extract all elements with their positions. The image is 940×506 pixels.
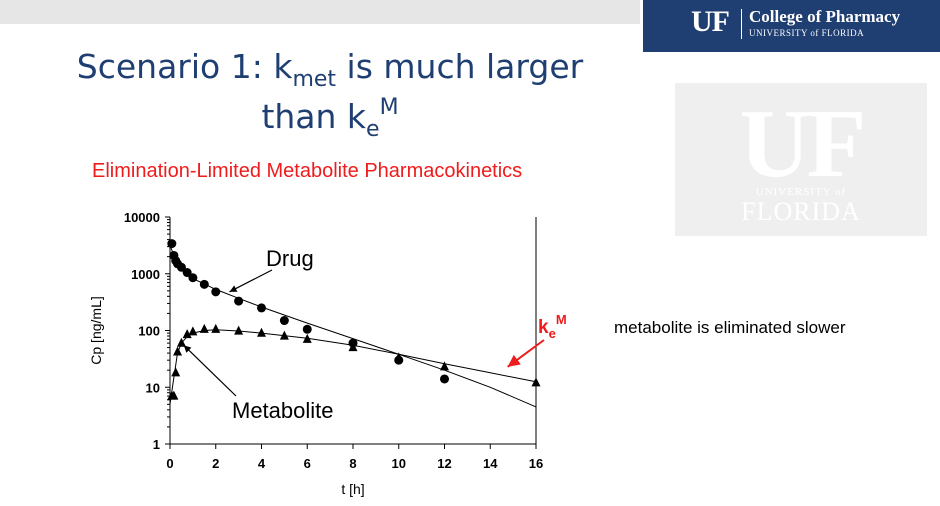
drug-point (440, 374, 449, 384)
watermark-florida: FLORIDA (741, 197, 861, 226)
drug-point (167, 239, 177, 249)
y-tick-label: 100 (138, 324, 160, 339)
drug-fit-line (169, 244, 537, 408)
drug-point (182, 268, 192, 278)
metabolite-point (169, 390, 179, 400)
chart-axes: 0 2 4 6 8 10 12 14 16 1 10 100 1000 10000 t [h] Cp [ng/… (88, 210, 543, 497)
title-sub-met: met (292, 67, 337, 92)
title-sub-e: e (366, 117, 380, 142)
uf-watermark: UF UNIVERSITY of FLORIDA (675, 83, 927, 236)
x-tick-label: 0 (166, 456, 173, 471)
drug-label: Drug (266, 246, 314, 271)
annotations: Drug Metabolite keM (183, 246, 567, 423)
metabolite-fit-line (169, 329, 537, 405)
x-axis-label: t [h] (341, 481, 364, 497)
metabolite-point (440, 361, 449, 371)
logo-uf-mark: UF (691, 5, 730, 38)
metabolite-point (211, 323, 221, 333)
title-text-3: than k (261, 97, 367, 136)
metabolite-point (199, 323, 209, 333)
ke-m-arrow (507, 339, 545, 368)
x-tick-label: 16 (529, 456, 543, 471)
metabolite-point (302, 333, 312, 343)
drug-point (176, 262, 186, 272)
metabolite-point (394, 352, 404, 362)
drug-point (211, 287, 221, 297)
title-text-2: is much larger (336, 47, 584, 86)
side-note: metabolite is eliminated slower (614, 318, 846, 337)
drug-point (279, 316, 289, 326)
logo-college-name: College of Pharmacy (749, 7, 901, 26)
y-tick-label: 10 (146, 380, 160, 395)
x-tick-label: 8 (349, 456, 356, 471)
x-tick-label: 2 (212, 456, 219, 471)
ke-m-sup: M (556, 312, 567, 327)
metabolite-point (171, 367, 181, 377)
metabolite-label: Metabolite (232, 398, 334, 423)
y-tick-label: 10000 (124, 210, 160, 225)
drug-point (257, 303, 266, 313)
y-tick-label: 1 (153, 437, 160, 452)
ke-m-label: keM (538, 312, 567, 341)
title-text-1: Scenario 1: k (76, 47, 293, 86)
drug-arrow (229, 269, 273, 293)
metabolite-arrow (183, 344, 237, 397)
metabolite-point (257, 327, 266, 337)
x-tick-label: 12 (437, 456, 451, 471)
watermark-university: UNIVERSITY of (755, 186, 847, 198)
drug-point (188, 273, 198, 283)
title-line-2: than keM (40, 92, 620, 142)
slide-title: Scenario 1: kmet is much larger than keM (40, 42, 620, 142)
drug-point (234, 296, 244, 306)
drug-point (302, 324, 312, 334)
title-sup-m: M (379, 95, 399, 120)
metabolite-point (188, 326, 198, 336)
logo-divider (741, 9, 742, 39)
metabolite-point (531, 377, 541, 387)
x-tick-label: 14 (483, 456, 498, 471)
slide-subtitle: Elimination-Limited Metabolite Pharmacok… (92, 160, 523, 182)
title-line-1: Scenario 1: kmet is much larger (40, 42, 620, 92)
metabolite-point (173, 346, 183, 356)
ke-m-k: k (538, 317, 549, 338)
metabolite-point (348, 342, 358, 352)
x-tick-label: 4 (258, 456, 266, 471)
metabolite-point (279, 330, 289, 340)
metabolite-point (234, 325, 244, 335)
drug-point (199, 279, 209, 289)
college-logo: UF College of Pharmacy UNIVERSITY of FLO… (640, 0, 940, 52)
x-tick-label: 10 (392, 456, 406, 471)
logo-university-name: UNIVERSITY of FLORIDA (749, 28, 865, 38)
metabolite-point (176, 337, 186, 347)
ke-m-sub: e (549, 326, 556, 341)
watermark-uf-mark: UF (739, 90, 867, 198)
fit-lines (169, 244, 537, 408)
y-axis-label: Cp [ng/mL] (88, 296, 104, 364)
metabolite-point (182, 329, 192, 339)
data-markers (167, 239, 541, 400)
x-tick-label: 6 (304, 456, 311, 471)
y-tick-label: 1000 (131, 267, 160, 282)
